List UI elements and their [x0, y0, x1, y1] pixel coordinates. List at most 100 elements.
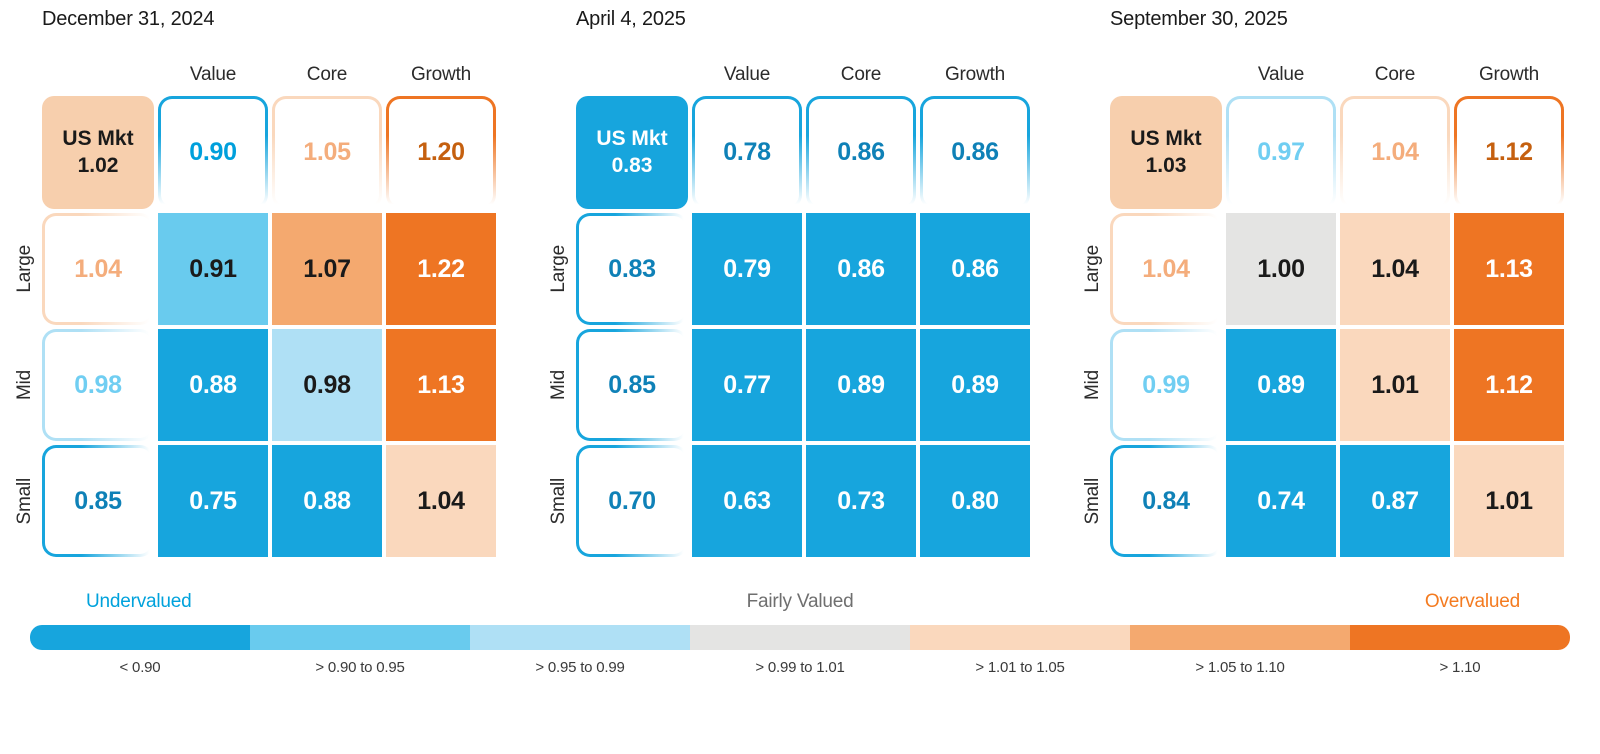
col-header-core: Core [840, 64, 882, 85]
style-box-grid: Value Core Growth US Mkt 1.03 0.97 1.04 … [1110, 62, 1568, 557]
legend-range-label: < 0.90 [119, 659, 161, 676]
us-market-cell: US Mkt 1.03 [1110, 96, 1222, 209]
row-label-large: Large [548, 245, 569, 293]
heat-cell-small-value: 0.63 [692, 445, 802, 557]
row-label-gutter: Large Mid Small [542, 62, 576, 557]
row-total-large: 0.83 [576, 213, 688, 325]
col-total-core: 1.04 [1340, 96, 1450, 209]
legend-color-bar [30, 625, 1570, 650]
heat-cell-large-value: 0.91 [158, 213, 268, 325]
legend-segment [30, 625, 250, 650]
legend-fairly-valued-label: Fairly Valued [746, 591, 854, 612]
heat-cell-small-core: 0.88 [272, 445, 382, 557]
heat-cell-mid-core: 0.98 [272, 329, 382, 441]
heat-cell-large-growth: 0.86 [920, 213, 1030, 325]
heat-cell-mid-growth: 0.89 [920, 329, 1030, 441]
legend-range-label: > 0.95 to 0.99 [535, 659, 625, 676]
row-total-mid: 0.99 [1110, 329, 1222, 441]
legend-range-label: > 1.10 [1439, 659, 1481, 676]
heat-cell-large-core: 1.07 [272, 213, 382, 325]
chart-title: April 4, 2025 [576, 8, 686, 30]
heat-cell-mid-growth: 1.12 [1454, 329, 1564, 441]
row-total-mid: 0.85 [576, 329, 688, 441]
col-header-value: Value [723, 64, 771, 85]
row-total-large: 1.04 [42, 213, 154, 325]
legend-segment [250, 625, 470, 650]
legend-segment [1350, 625, 1570, 650]
legend-undervalued-label: Undervalued [86, 591, 192, 612]
us-market-value: 0.83 [611, 153, 653, 177]
heat-cell-small-value: 0.74 [1226, 445, 1336, 557]
col-total-value: 0.78 [692, 96, 802, 209]
heat-cell-small-growth: 1.04 [386, 445, 496, 557]
legend-segment [470, 625, 690, 650]
heat-cell-mid-value: 0.77 [692, 329, 802, 441]
chart-title: September 30, 2025 [1110, 8, 1288, 30]
legend-segment [910, 625, 1130, 650]
valuation-chart-apr-2025: April 4, 2025 Large Mid Small Value Core… [542, 8, 1034, 557]
heat-cell-large-value: 1.00 [1226, 213, 1336, 325]
heat-cell-mid-core: 0.89 [806, 329, 916, 441]
row-label-large: Large [14, 245, 35, 293]
row-label-gutter: Large Mid Small [1076, 62, 1110, 557]
heat-cell-mid-core: 1.01 [1340, 329, 1450, 441]
heat-cell-large-value: 0.79 [692, 213, 802, 325]
heat-cell-mid-growth: 1.13 [386, 329, 496, 441]
col-header-core: Core [1374, 64, 1416, 85]
valuation-charts-row: December 31, 2024 Large Mid Small Value … [8, 8, 1568, 557]
col-total-value: 0.90 [158, 96, 268, 209]
row-label-mid: Mid [548, 369, 569, 400]
row-label-large: Large [1082, 245, 1103, 293]
heat-cell-small-core: 0.73 [806, 445, 916, 557]
col-total-value: 0.97 [1226, 96, 1336, 209]
row-total-small: 0.85 [42, 445, 154, 557]
valuation-chart-sep-2025: September 30, 2025 Large Mid Small Value… [1076, 8, 1568, 557]
heat-cell-large-core: 1.04 [1340, 213, 1450, 325]
col-header-growth: Growth [1478, 64, 1540, 85]
col-header-value: Value [189, 64, 237, 85]
col-header-growth: Growth [410, 64, 472, 85]
row-label-small: Small [548, 477, 569, 525]
heat-cell-large-growth: 1.22 [386, 213, 496, 325]
col-header-value: Value [1257, 64, 1305, 85]
row-total-small: 0.70 [576, 445, 688, 557]
heat-cell-large-growth: 1.13 [1454, 213, 1564, 325]
row-label-small: Small [14, 477, 35, 525]
legend-range-label: > 1.01 to 1.05 [975, 659, 1065, 676]
legend-range-label: > 1.05 to 1.10 [1195, 659, 1285, 676]
row-label-small: Small [1082, 477, 1103, 525]
legend-range-label: > 0.90 to 0.95 [315, 659, 405, 676]
style-box-grid: Value Core Growth US Mkt 1.02 0.90 1.05 … [42, 62, 500, 557]
us-market-label: US Mkt [62, 127, 134, 151]
us-market-value: 1.03 [1145, 153, 1187, 177]
heat-cell-mid-value: 0.88 [158, 329, 268, 441]
row-total-large: 1.04 [1110, 213, 1222, 325]
heat-cell-small-growth: 0.80 [920, 445, 1030, 557]
col-header-core: Core [306, 64, 348, 85]
us-market-cell: US Mkt 1.02 [42, 96, 154, 209]
us-market-value: 1.02 [77, 153, 119, 177]
col-total-growth: 1.20 [386, 96, 496, 209]
heat-cell-small-growth: 1.01 [1454, 445, 1564, 557]
legend-overvalued-label: Overvalued [1424, 591, 1520, 612]
row-label-gutter: Large Mid Small [8, 62, 42, 557]
row-label-mid: Mid [14, 369, 35, 400]
us-market-cell: US Mkt 0.83 [576, 96, 688, 209]
us-market-label: US Mkt [1130, 127, 1202, 151]
legend-segment [690, 625, 910, 650]
valuation-legend: Undervalued Fairly Valued Overvalued < 0… [30, 591, 1570, 676]
heat-cell-mid-value: 0.89 [1226, 329, 1336, 441]
col-total-core: 1.05 [272, 96, 382, 209]
heat-cell-small-value: 0.75 [158, 445, 268, 557]
us-market-label: US Mkt [596, 127, 668, 151]
heat-cell-large-core: 0.86 [806, 213, 916, 325]
col-total-core: 0.86 [806, 96, 916, 209]
legend-segment [1130, 625, 1350, 650]
col-total-growth: 0.86 [920, 96, 1030, 209]
legend-range-label: > 0.99 to 1.01 [755, 659, 845, 676]
style-box-grid: Value Core Growth US Mkt 0.83 0.78 0.86 … [576, 62, 1034, 557]
row-label-mid: Mid [1082, 369, 1103, 400]
chart-title: December 31, 2024 [42, 8, 215, 30]
col-header-growth: Growth [944, 64, 1006, 85]
row-total-small: 0.84 [1110, 445, 1222, 557]
